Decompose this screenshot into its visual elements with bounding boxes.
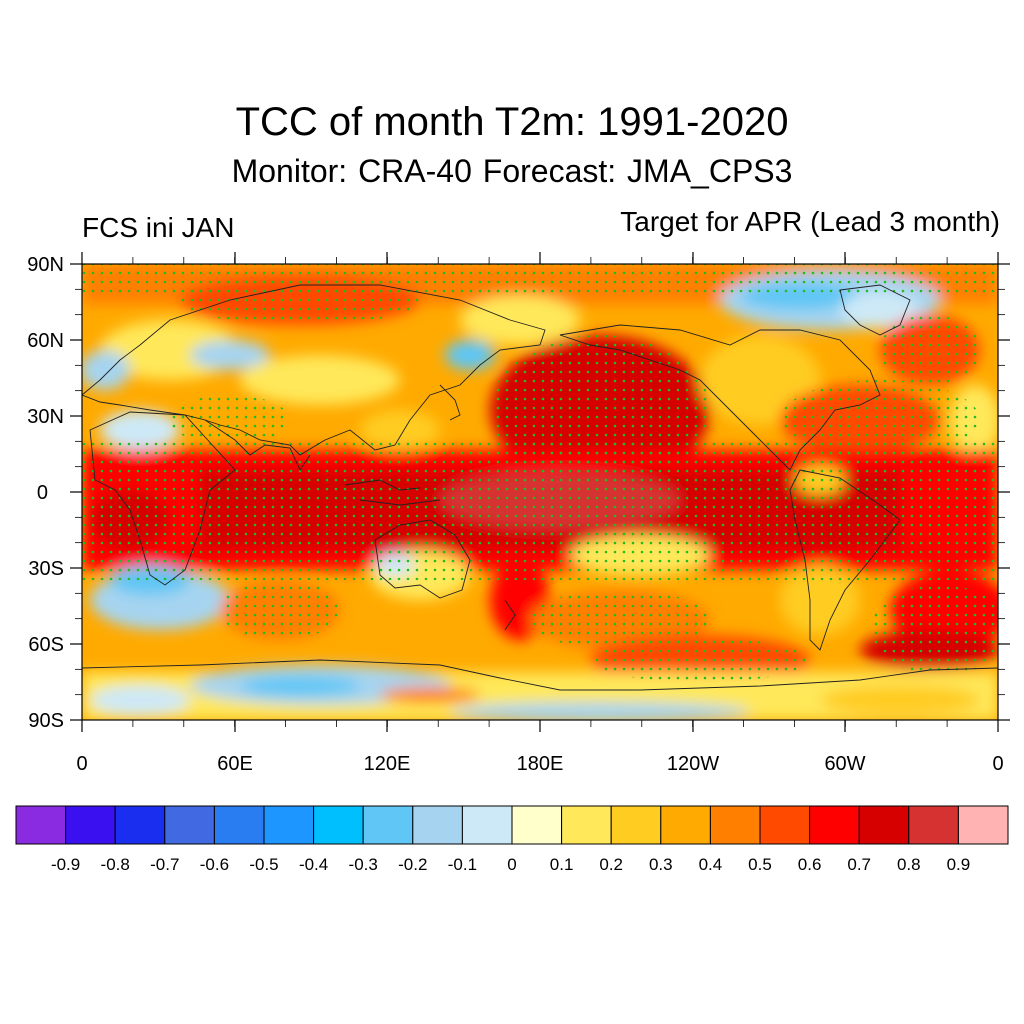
- lat-tick-label: 60S: [28, 634, 64, 656]
- colorbar-label: -0.1: [448, 855, 477, 874]
- colorbar-label: -0.3: [349, 855, 378, 874]
- colorbar-swatch: [561, 805, 612, 845]
- colorbar-swatch: [65, 805, 116, 845]
- target-label: Target for APR (Lead 3 month): [620, 206, 1000, 237]
- lon-tick-label: 0: [76, 753, 87, 775]
- lon-labels: 0 60E 120E 180E 120W 60W 0: [76, 753, 1003, 775]
- colorbar-swatch: [957, 805, 1009, 845]
- minor-ticks: [75, 257, 1005, 727]
- colorbar-label: 0.8: [897, 855, 921, 874]
- colorbar-label: -0.2: [398, 855, 427, 874]
- colorbar-label: 0.2: [599, 855, 623, 874]
- tcc-field: [82, 264, 998, 720]
- colorbar-swatch: [858, 805, 910, 845]
- colorbar-label: -0.8: [101, 855, 130, 874]
- coastlines: [82, 284, 998, 691]
- colorbar-swatch: [213, 805, 265, 845]
- chart-title: TCC of month T2m: 1991-2020: [235, 100, 789, 144]
- lon-tick-label: 120E: [364, 753, 411, 775]
- colorbar-label: 0.6: [798, 855, 822, 874]
- colorbar-swatch: [362, 805, 414, 845]
- lon-tick-label: 0: [992, 753, 1003, 775]
- lon-tick-label: 60W: [824, 753, 865, 775]
- lat-tick-label: 90S: [28, 710, 64, 732]
- colorbar-swatch: [709, 805, 761, 845]
- chart-subtitle: Monitor: CRA-40 Forecast: JMA_CPS3: [231, 153, 793, 189]
- colorbar: [15, 805, 1009, 845]
- lon-tick-label: 60E: [217, 753, 253, 775]
- init-label: FCS ini JAN: [82, 212, 235, 243]
- lat-tick-label: 0: [37, 482, 48, 504]
- lon-tick-label: 120W: [667, 753, 719, 775]
- colorbar-swatch: [164, 805, 215, 845]
- colorbar-label: -0.4: [299, 855, 328, 874]
- colorbar-swatch: [610, 805, 662, 845]
- colorbar-swatch: [511, 805, 563, 845]
- colorbar-label: -0.7: [150, 855, 179, 874]
- lat-tick-label: 30S: [28, 558, 64, 580]
- colorbar-swatch: [908, 805, 959, 845]
- colorbar-swatch: [461, 805, 513, 845]
- colorbar-swatch: [263, 805, 315, 845]
- colorbar-label: 0: [507, 855, 516, 874]
- colorbar-swatch: [809, 805, 860, 845]
- colorbar-label: -0.5: [249, 855, 278, 874]
- colorbar-label: 0.9: [947, 855, 971, 874]
- colorbar-swatch: [313, 805, 364, 845]
- colorbar-label: -0.9: [51, 855, 80, 874]
- colorbar-label: 0.3: [649, 855, 673, 874]
- lat-labels: 90N 60N 30N 0 30S 60S 90S: [27, 254, 64, 732]
- lat-tick-label: 90N: [27, 254, 64, 276]
- colorbar-swatch: [412, 805, 463, 845]
- significance-dots: [82, 264, 998, 682]
- lon-tick-label: 180E: [517, 753, 564, 775]
- colorbar-swatch: [660, 805, 711, 845]
- lat-tick-label: 30N: [27, 406, 64, 428]
- colorbar-swatch: [759, 805, 811, 845]
- colorbar-label: 0.7: [847, 855, 871, 874]
- colorbar-label: 0.5: [748, 855, 772, 874]
- colorbar-swatch: [15, 805, 67, 845]
- colorbar-labels: -0.9 -0.8 -0.7 -0.6 -0.5 -0.4 -0.3 -0.2 -0.1 0 0.1…: [51, 855, 970, 874]
- colorbar-swatch: [114, 805, 166, 845]
- colorbar-label: 0.1: [550, 855, 574, 874]
- lat-tick-label: 60N: [27, 330, 64, 352]
- colorbar-label: 0.4: [699, 855, 723, 874]
- colorbar-label: -0.6: [200, 855, 229, 874]
